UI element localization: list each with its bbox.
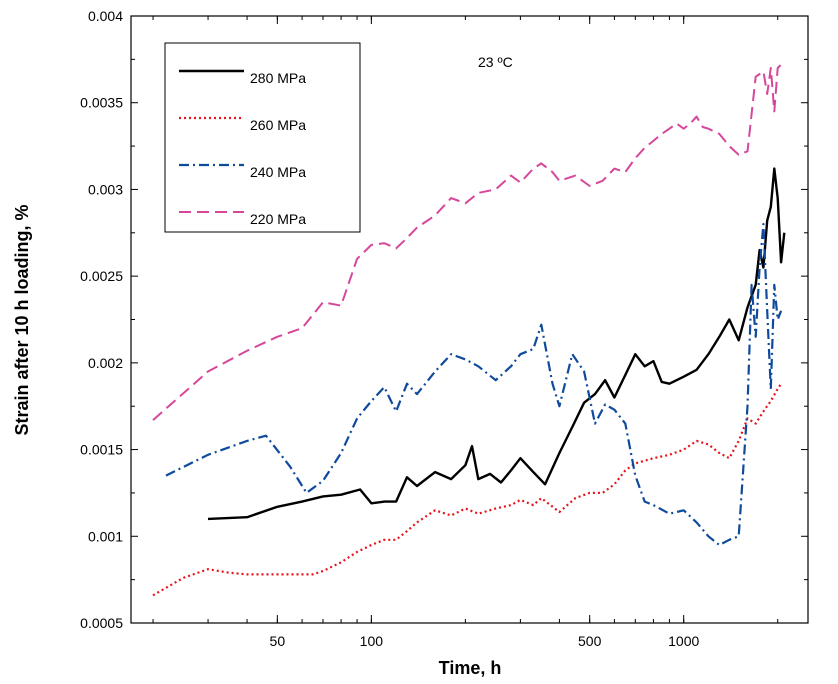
y-tick-label: 0.0035 [80, 95, 123, 111]
x-tick-label: 100 [360, 633, 384, 649]
legend-label-240-mpa: 240 MPa [250, 164, 306, 180]
y-axis-title: Strain after 10 h loading, % [12, 204, 32, 435]
legend-box [164, 42, 361, 233]
x-axis-title: Time, h [439, 658, 502, 678]
x-tick-label: 500 [578, 633, 602, 649]
series-line-240-mpa [165, 223, 783, 547]
axis-ticks: 0.0005 0.001 0.0015 0.002 0.0025 0.003 0.0035 0… [80, 8, 808, 649]
series-line-280-mpa [207, 167, 786, 521]
y-tick-label: 0.004 [88, 8, 123, 24]
y-tick-label: 0.002 [88, 355, 123, 371]
series-line-220-mpa [152, 63, 782, 421]
y-tick-label: 0.003 [88, 181, 123, 197]
legend: 280 MPa 260 MPa 240 MPa 220 MPa [164, 42, 361, 233]
legend-entries: 280 MPa 260 MPa 240 MPa 220 MPa [179, 69, 306, 227]
x-tick-label: 1000 [668, 633, 699, 649]
legend-label-220-mpa: 220 MPa [250, 211, 306, 227]
y-tick-label: 0.0015 [80, 442, 123, 458]
legend-label-280-mpa: 280 MPa [250, 70, 306, 86]
temperature-annotation: 23 ºC [478, 54, 513, 70]
x-tick-label: 50 [270, 633, 286, 649]
series-line-260-mpa [152, 383, 783, 597]
y-tick-label: 0.0025 [80, 268, 123, 284]
series-layer [152, 63, 786, 597]
legend-label-260-mpa: 260 MPa [250, 117, 306, 133]
y-tick-label: 0.0005 [80, 615, 123, 631]
y-tick-label: 0.001 [88, 528, 123, 544]
